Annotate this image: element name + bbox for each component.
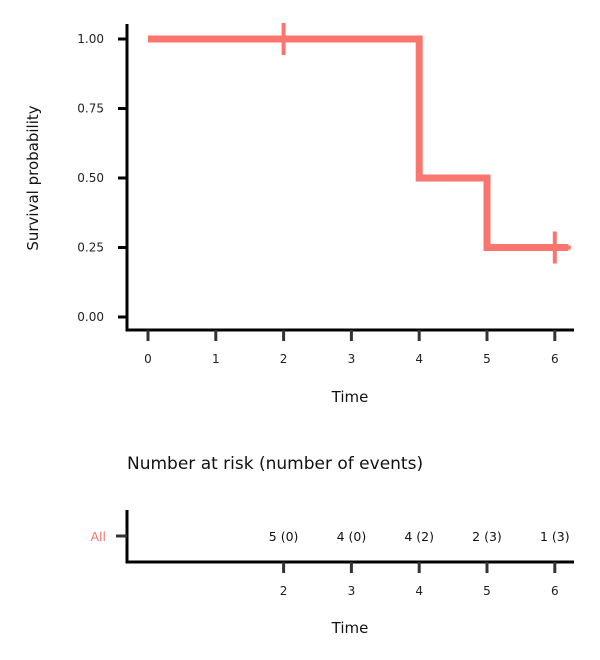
risk-x-tick-label: 4 bbox=[415, 584, 423, 598]
y-tick-label: 1.00 bbox=[77, 32, 104, 46]
risk-x-axis-ticks: 2 3 4 5 6 bbox=[280, 562, 559, 598]
risk-cell: 5 (0) bbox=[269, 529, 299, 544]
x-tick-label: 6 bbox=[551, 352, 559, 366]
risk-row-label: All bbox=[91, 529, 107, 544]
risk-table-title: Number at risk (number of events) bbox=[127, 454, 423, 474]
x-axis-ticks: 0 1 2 3 4 5 6 bbox=[144, 330, 559, 366]
x-tick-label: 2 bbox=[280, 352, 288, 366]
x-tick-label: 1 bbox=[212, 352, 220, 366]
y-tick-label: 0.75 bbox=[77, 102, 104, 116]
y-axis-ticks: 0.00 0.25 0.50 0.75 1.00 bbox=[77, 32, 127, 324]
x-axis-title: Time bbox=[331, 388, 369, 406]
risk-table-rows: All 5 (0) 4 (0) 4 (2) 2 (3) 1 (3) bbox=[91, 529, 570, 544]
risk-cell: 4 (0) bbox=[337, 529, 367, 544]
y-tick-label: 0.00 bbox=[77, 310, 104, 324]
x-tick-label: 0 bbox=[144, 352, 152, 366]
censor-mark bbox=[538, 231, 571, 264]
risk-cell: 2 (3) bbox=[472, 529, 502, 544]
x-tick-label: 5 bbox=[483, 352, 491, 366]
km-plot-panel: 0.00 0.25 0.50 0.75 1.00 0 1 2 3 4 5 6 Time Surviv… bbox=[24, 23, 574, 406]
y-axis-title: Survival probability bbox=[24, 105, 42, 250]
x-tick-label: 4 bbox=[415, 352, 423, 366]
censor-mark bbox=[267, 23, 300, 55]
risk-x-tick-label: 5 bbox=[483, 584, 491, 598]
risk-x-tick-label: 2 bbox=[280, 584, 288, 598]
y-tick-label: 0.25 bbox=[77, 241, 104, 255]
risk-x-axis-title: Time bbox=[331, 619, 369, 637]
risk-cell: 1 (3) bbox=[540, 529, 570, 544]
y-tick-label: 0.50 bbox=[77, 171, 104, 185]
risk-table-panel: Number at risk (number of events) All 5 (… bbox=[91, 454, 574, 637]
risk-x-tick-label: 3 bbox=[348, 584, 356, 598]
risk-x-tick-label: 6 bbox=[551, 584, 559, 598]
km-curve-layer bbox=[148, 23, 571, 264]
survival-curve-all bbox=[148, 35, 569, 251]
x-tick-label: 3 bbox=[348, 352, 356, 366]
risk-cell: 4 (2) bbox=[404, 529, 434, 544]
